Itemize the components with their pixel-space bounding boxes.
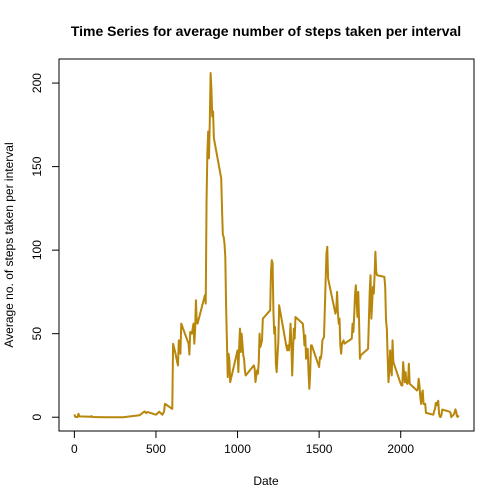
x-tick-label: 2000 [387,442,414,456]
x-tick-label: 1000 [224,442,251,456]
y-tick-label: 200 [30,73,44,93]
plot-box [58,58,475,432]
y-tick-label: 150 [30,156,44,176]
y-tick-label: 0 [30,414,44,421]
y-axis-label: Average no. of steps taken per interval [2,142,16,347]
y-tick-label: 100 [30,240,44,260]
chart-title: Time Series for average number of steps … [71,23,461,39]
x-axis-label: Date [253,474,279,488]
x-tick-label: 0 [71,442,78,456]
x-tick-label: 1500 [306,442,333,456]
y-tick-label: 50 [30,327,44,341]
data-line [73,72,460,419]
x-tick-label: 500 [146,442,166,456]
